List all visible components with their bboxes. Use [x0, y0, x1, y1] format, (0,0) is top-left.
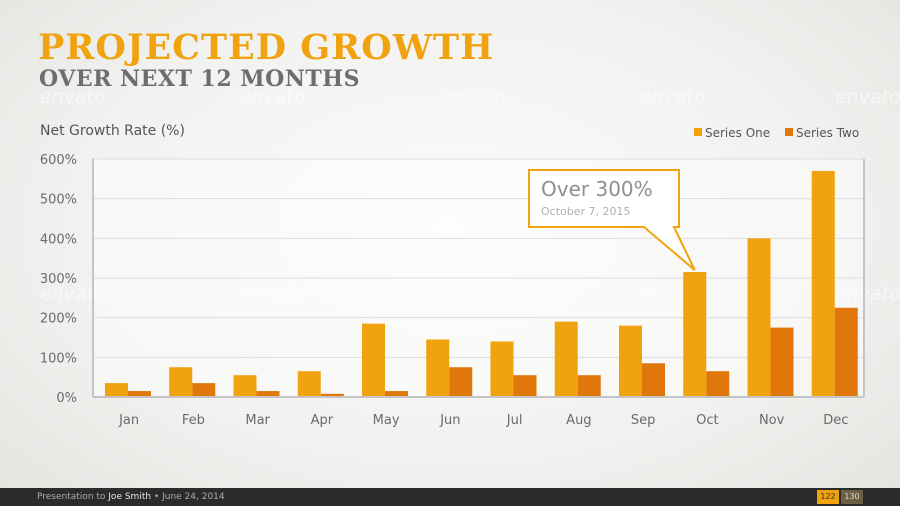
footer-text: Presentation to Joe Smith • June 24, 201… [37, 491, 225, 503]
x-tick-label: Apr [311, 413, 334, 428]
bar-series-one-sep [619, 325, 642, 397]
page-total: 130 [841, 490, 863, 504]
bar-series-one-jul [490, 341, 514, 397]
bar-series-two-feb [192, 383, 216, 397]
bar-series-two-jan [128, 391, 151, 397]
watermark-text: envato [240, 483, 306, 488]
callout: Over 300% October 7, 2015 [528, 169, 696, 271]
legend: Series One Series Two [694, 126, 859, 140]
watermark-text: envato [440, 283, 506, 305]
bar-series-one-may [362, 323, 385, 397]
x-tick-label: Oct [696, 413, 718, 428]
bar-series-one-jun [426, 339, 450, 397]
watermark-text: envato [835, 283, 900, 305]
footer-bar: Presentation to Joe Smith • June 24, 201… [0, 488, 900, 506]
page-subtitle: OVER NEXT 12 MONTHS [39, 66, 360, 92]
bar-series-two-apr [320, 393, 344, 397]
legend-label: Series One [705, 126, 770, 140]
y-tick-label: 600% [40, 153, 77, 168]
y-tick-label: 100% [40, 351, 77, 366]
y-tick-label: 200% [40, 312, 77, 327]
y-tick-label: 400% [40, 232, 77, 247]
x-tick-label: Feb [182, 413, 205, 428]
x-tick-label: Dec [823, 413, 848, 428]
callout-box [528, 169, 696, 271]
bar-series-one-dec [811, 170, 835, 397]
grid-lines [93, 158, 864, 397]
watermark-text: envato [240, 283, 306, 305]
y-tick-label: 500% [40, 193, 77, 208]
y-tick-label: 300% [40, 272, 77, 287]
x-tick-label: Nov [759, 413, 785, 428]
bar-series-two-sep [642, 363, 665, 397]
legend-swatch [694, 128, 702, 136]
bar-series-two-jun [449, 367, 473, 397]
bar-series-one-jan [105, 383, 128, 397]
callout-subtext: October 7, 2015 [541, 205, 631, 218]
x-tick-label: Jul [506, 413, 523, 428]
watermark-layer: envato envato envato envato envato envato enva… [40, 86, 900, 488]
bar-series-two-may [385, 391, 408, 397]
bar-series-two-jul [513, 375, 537, 397]
footer-presenter-name: Joe Smith [108, 492, 152, 502]
bar-series-two-oct [706, 371, 730, 397]
watermark-text: envato [40, 86, 106, 108]
x-tick-label: Jan [118, 413, 139, 428]
x-tick-label: Jun [439, 413, 460, 428]
bars [105, 170, 858, 397]
bar-series-one-apr [297, 371, 321, 397]
x-tick-label: Sep [631, 413, 656, 428]
y-axis-label: Net Growth Rate (%) [40, 123, 185, 139]
bar-series-one-aug [554, 321, 578, 397]
bar-series-one-mar [233, 375, 257, 397]
watermark-text: envato [440, 86, 506, 108]
watermark-text: envato [640, 483, 706, 488]
bar-series-two-aug [577, 375, 601, 397]
bar-series-two-mar [256, 391, 280, 397]
bar-series-one-feb [169, 367, 193, 397]
bar-series-two-nov [770, 327, 794, 397]
legend-label: Series Two [796, 126, 859, 140]
footer-date: • June 24, 2014 [151, 492, 225, 502]
watermark-text: envato [40, 283, 106, 305]
bar-series-one-nov [747, 238, 771, 397]
bar-chart: envato envato envato envato envato envato enva… [39, 86, 900, 488]
page-title: PROJECTED GROWTH [38, 27, 495, 68]
y-tick-label: 0% [56, 391, 77, 406]
watermark-text: envato [835, 86, 900, 108]
watermark-text: envato [640, 86, 706, 108]
callout-text: Over 300% [541, 177, 653, 201]
axes [92, 159, 865, 398]
bar-series-two-dec [834, 307, 858, 397]
tick-labels: 0% 100% 200% 300% 400% 500% 600% Jan Feb Mar Apr Ma… [40, 153, 849, 428]
footer-prefix: Presentation to [37, 492, 109, 502]
x-tick-label: May [373, 413, 400, 428]
x-tick-label: Aug [566, 413, 591, 428]
x-tick-label: Mar [245, 413, 270, 428]
watermark-text: envato [440, 483, 506, 488]
legend-swatch [785, 128, 793, 136]
watermark-text: envato [240, 86, 306, 108]
bar-series-one-oct [683, 272, 707, 397]
page-number: 122 [817, 490, 839, 504]
